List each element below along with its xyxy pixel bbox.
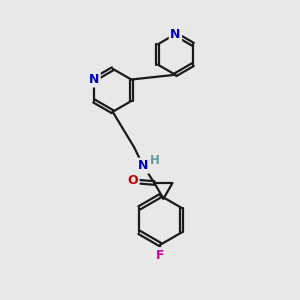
Text: H: H	[149, 154, 159, 167]
Text: O: O	[128, 174, 138, 188]
Text: N: N	[89, 73, 99, 86]
Text: N: N	[138, 159, 148, 172]
Text: F: F	[156, 249, 165, 262]
Text: N: N	[170, 28, 181, 40]
